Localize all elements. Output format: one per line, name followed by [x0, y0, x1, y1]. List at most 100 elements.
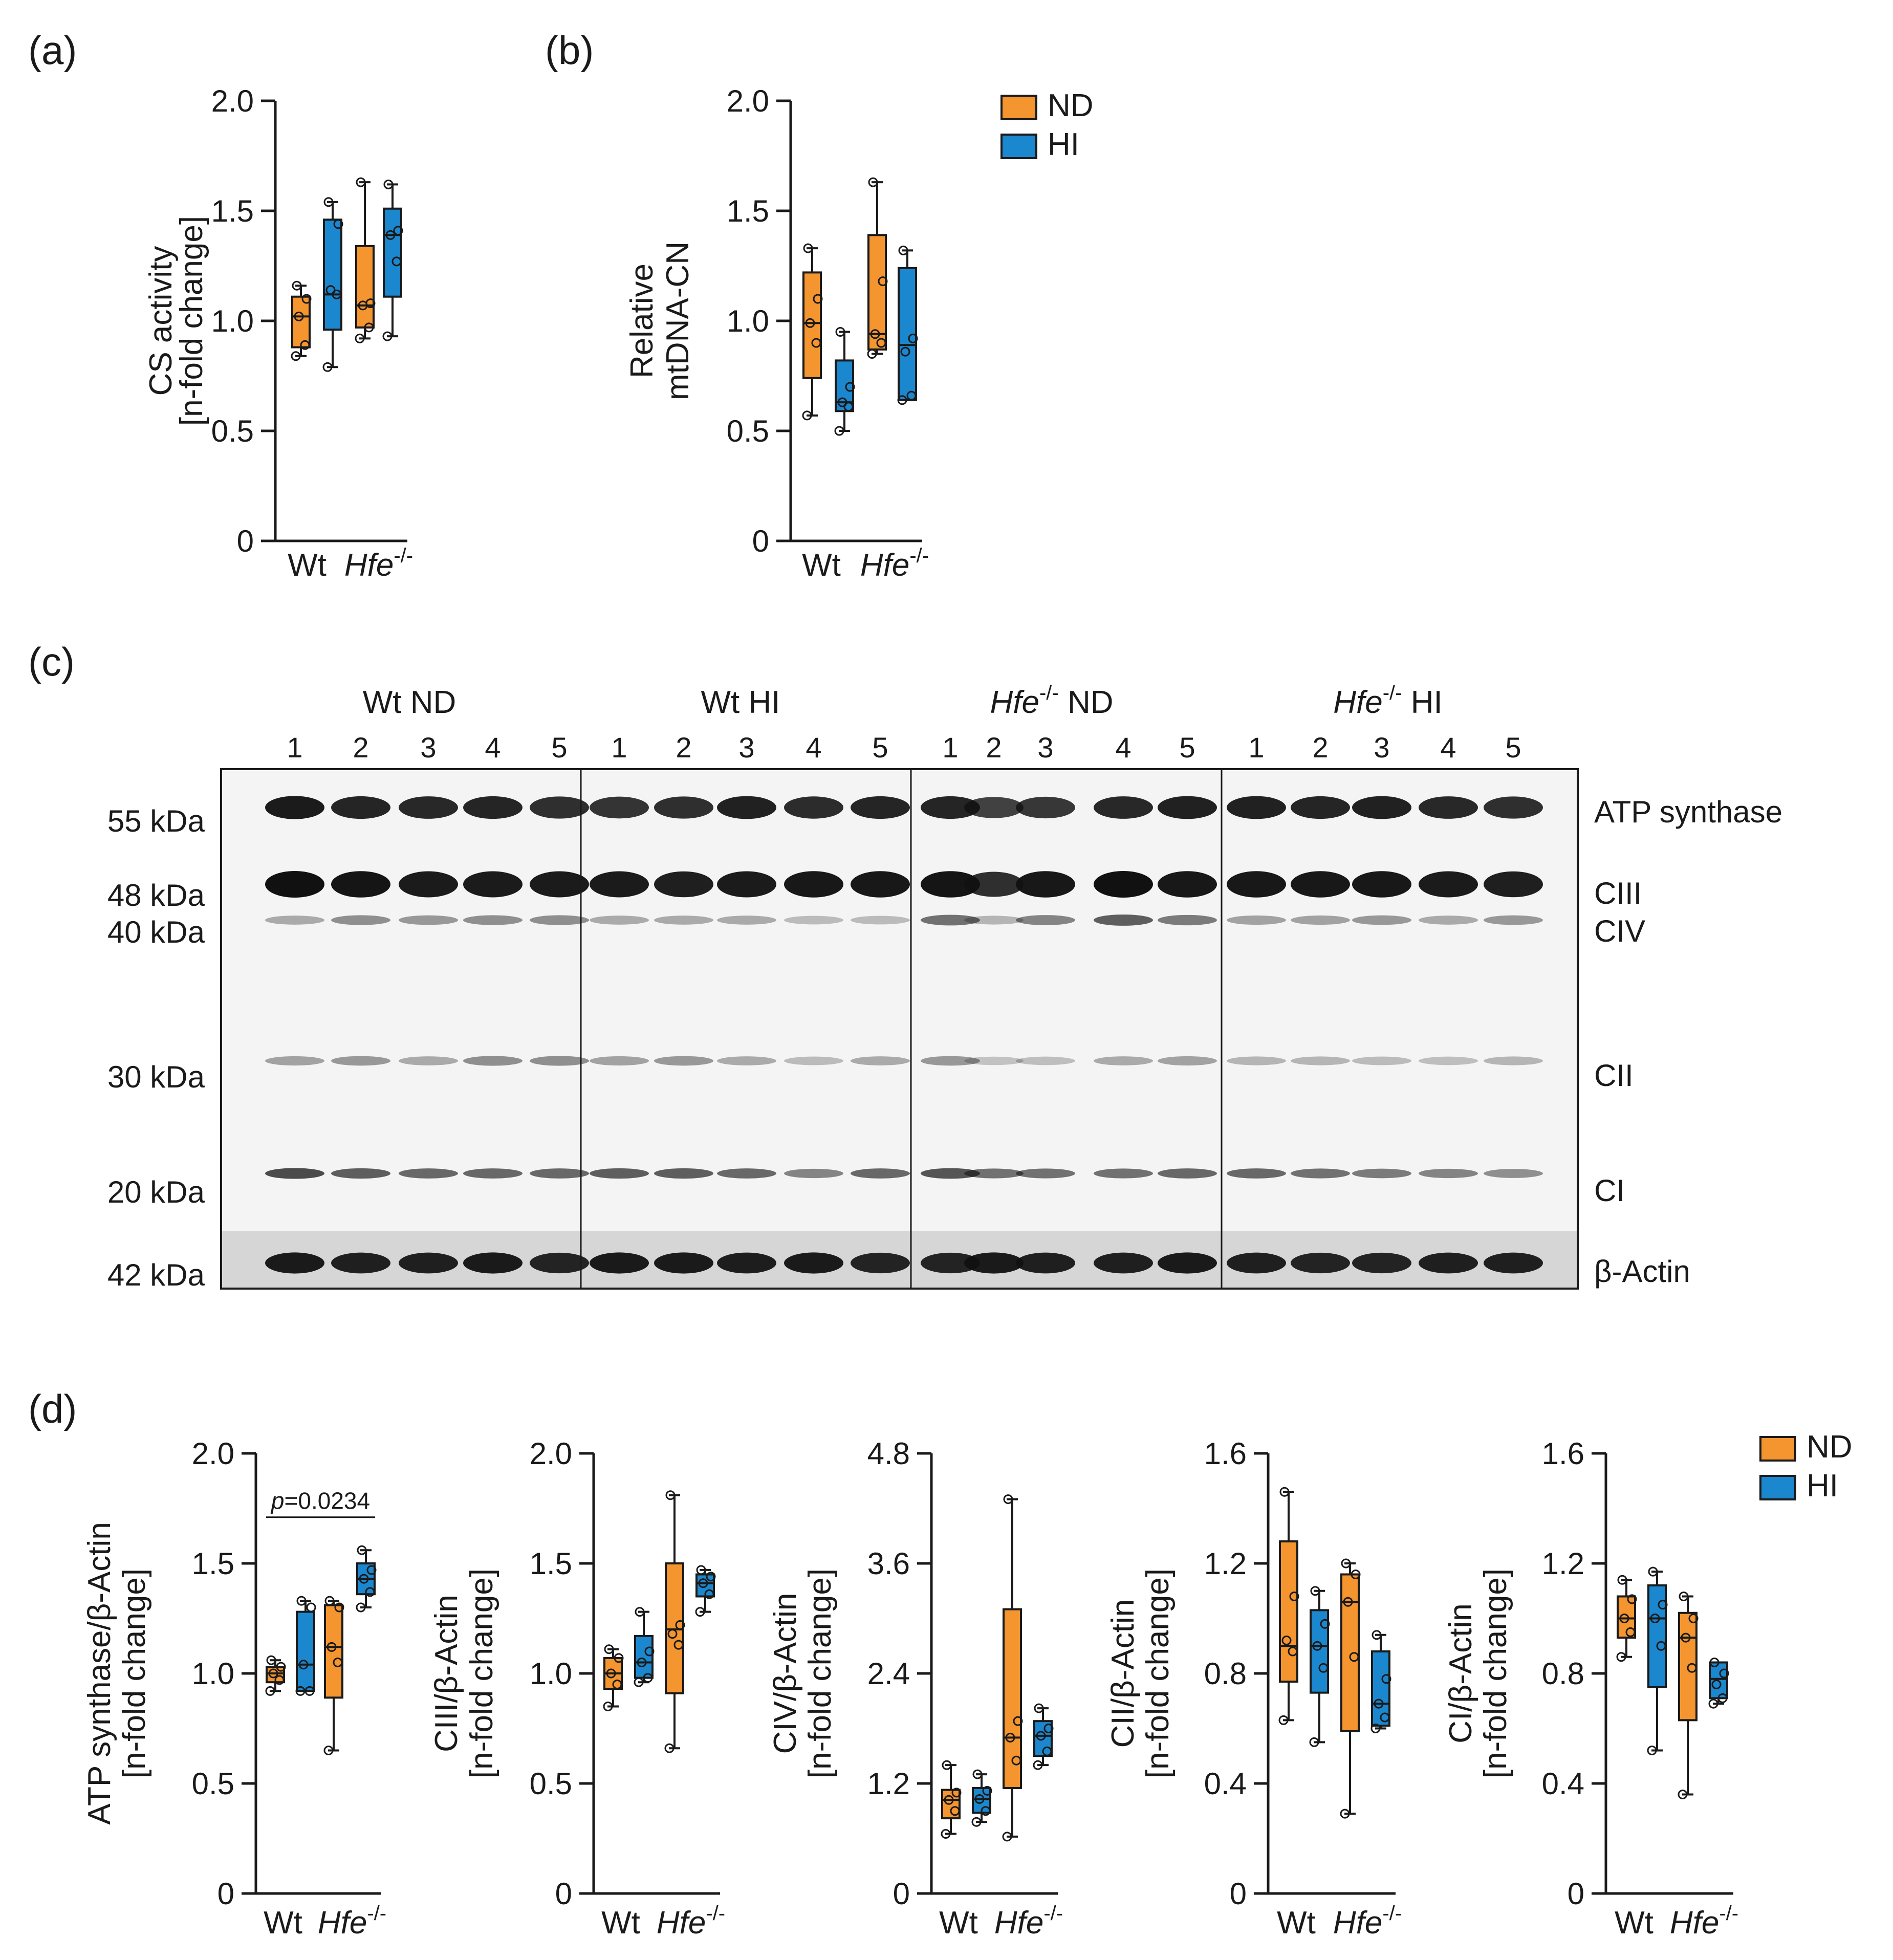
band-civ — [1094, 914, 1153, 926]
data-point — [1289, 1592, 1299, 1601]
data-point — [325, 285, 336, 295]
band-cii — [265, 1056, 324, 1066]
band-ci — [530, 1168, 589, 1179]
band-atp — [1419, 796, 1478, 819]
data-point — [1351, 1570, 1361, 1579]
band-cii — [654, 1056, 713, 1066]
band-civ — [331, 915, 390, 925]
mw-marker: 40 kDa — [107, 915, 205, 949]
data-point — [698, 1578, 708, 1588]
data-point — [1349, 1652, 1359, 1662]
box-iqr — [296, 1610, 315, 1692]
legend-label-nd-bottom: ND — [1807, 1429, 1853, 1465]
band-cii — [717, 1056, 776, 1065]
band-label: CIV — [1594, 914, 1645, 948]
y-axis-label: CIV/β-Actin — [768, 1593, 803, 1754]
lane-number: 3 — [1037, 731, 1053, 764]
box-iqr — [634, 1635, 654, 1679]
data-point — [897, 395, 907, 405]
data-point — [1380, 1712, 1390, 1723]
band-ci — [463, 1168, 523, 1179]
y-axis-label: CI/β-Actin — [1443, 1603, 1478, 1743]
box-iqr — [665, 1562, 684, 1694]
band-actin — [331, 1252, 390, 1274]
y-tick-label: 2.0 — [211, 84, 254, 118]
data-point — [1005, 1732, 1015, 1743]
data-point — [673, 1640, 684, 1650]
band-cii — [1484, 1056, 1543, 1065]
data-point — [870, 329, 880, 339]
data-point — [1688, 1614, 1699, 1623]
data-point — [813, 294, 823, 304]
band-ciii — [590, 871, 649, 898]
box-iqr — [1279, 1540, 1298, 1683]
band-ci — [1227, 1168, 1286, 1179]
band-cii — [851, 1056, 910, 1065]
lane-number: 4 — [485, 731, 501, 764]
band-actin — [964, 1252, 1024, 1274]
y-tick-label: 1.2 — [1204, 1547, 1247, 1581]
y-tick-label: 2.4 — [867, 1657, 910, 1691]
box-plot-panels: (a)00.51.01.52.0CS activity[n-fold chang… — [28, 28, 1738, 1941]
y-tick-label: 0 — [555, 1877, 572, 1911]
band-cii — [1291, 1056, 1350, 1065]
band-cii — [1016, 1056, 1075, 1065]
data-point — [1678, 1790, 1688, 1799]
band-atp — [265, 796, 324, 819]
data-point — [1619, 1614, 1629, 1623]
data-point — [974, 1794, 985, 1804]
lane-group-label: Hfe-/- HI — [1333, 682, 1442, 720]
band-actin — [1291, 1252, 1350, 1274]
band-ciii — [463, 871, 523, 898]
data-point — [906, 390, 917, 401]
data-point — [298, 1660, 309, 1670]
band-ci — [921, 1168, 980, 1179]
lane-number: 4 — [806, 731, 821, 764]
lane-group-label: Hfe-/- ND — [990, 682, 1113, 720]
box-wt-hi — [634, 1607, 655, 1687]
data-point — [612, 1680, 622, 1689]
band-atp — [1291, 796, 1350, 819]
band-atp — [331, 796, 390, 819]
data-point — [835, 327, 845, 337]
data-point — [1711, 1680, 1722, 1689]
data-point — [382, 331, 393, 341]
y-axis-label: [n-fold change] — [802, 1569, 838, 1778]
band-atp — [1484, 796, 1543, 819]
group-label-wt: Wt — [288, 548, 327, 583]
band-ciii — [399, 871, 458, 898]
data-point — [1372, 1630, 1382, 1640]
band-atp — [1227, 796, 1286, 819]
legend-label-hi-bottom: HI — [1807, 1468, 1838, 1504]
y-tick-label: 4.8 — [867, 1436, 910, 1471]
chart-a: (a) 0 0.5 1.0 1.5 2.0 CS activity[n-fold chang… — [28, 28, 413, 583]
band-ciii — [851, 871, 910, 898]
group-label-hfe: Hfe-/- — [657, 1902, 725, 1941]
legend-swatch-hi-bottom — [1759, 1475, 1796, 1500]
band-civ — [463, 915, 523, 925]
legend-swatch-nd-top — [1000, 95, 1037, 120]
band-ci — [265, 1168, 324, 1179]
band-cii — [1352, 1056, 1411, 1065]
box-hfe-nd — [1340, 1558, 1361, 1819]
box-hfe-nd — [664, 1490, 685, 1753]
data-point — [1616, 1652, 1626, 1662]
y-tick-label: 0 — [217, 1877, 234, 1911]
y-tick-label: 0 — [237, 524, 254, 558]
band-actin — [1484, 1252, 1543, 1274]
lane-number: 1 — [1248, 731, 1264, 764]
data-point — [635, 1607, 645, 1617]
data-point — [333, 219, 343, 229]
band-civ — [265, 916, 324, 925]
band-ci — [399, 1168, 458, 1179]
chart-d2: 0 0.5 1.0 1.5 2.0 CIII/β-Actin [n-fold change]… — [429, 1436, 725, 1941]
data-point — [1341, 1558, 1351, 1569]
group-label-wt: Wt — [802, 548, 841, 583]
band-ciii — [331, 871, 390, 898]
band-ciii — [1158, 871, 1217, 898]
band-ci — [654, 1168, 713, 1179]
lane-number: 4 — [1440, 731, 1456, 764]
band-actin — [1158, 1252, 1217, 1274]
data-point — [1343, 1597, 1353, 1607]
